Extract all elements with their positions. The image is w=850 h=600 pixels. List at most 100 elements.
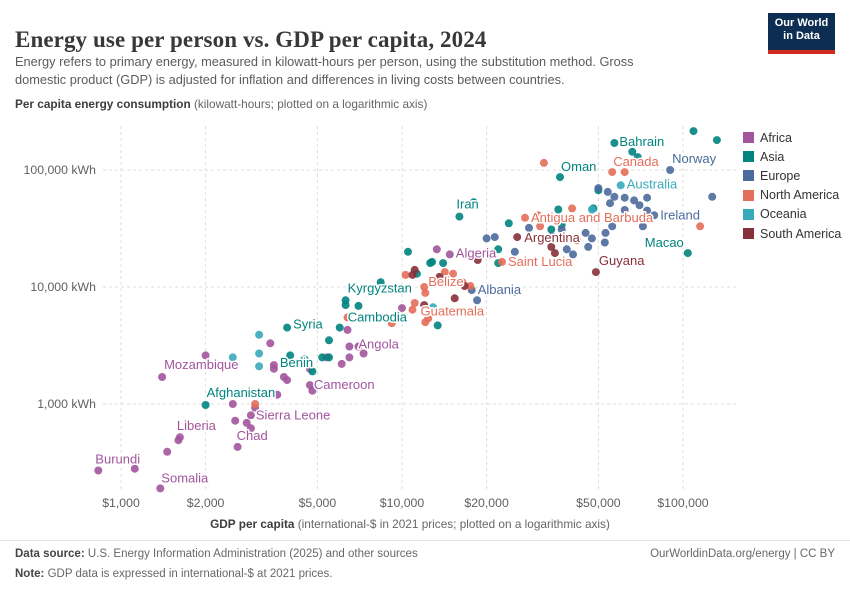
data-point[interactable]	[525, 223, 533, 232]
data-point[interactable]	[439, 259, 448, 268]
data-point[interactable]	[628, 147, 637, 156]
data-point-macao[interactable]	[683, 249, 692, 258]
data-point[interactable]	[510, 287, 519, 296]
data-point[interactable]	[420, 301, 429, 310]
data-point[interactable]	[435, 272, 444, 281]
data-point[interactable]	[547, 242, 556, 251]
data-point[interactable]	[584, 242, 593, 251]
data-point[interactable]	[345, 353, 354, 362]
data-point[interactable]	[440, 268, 449, 277]
data-point-iran[interactable]	[455, 212, 464, 221]
data-point[interactable]	[473, 296, 482, 305]
data-point-australia[interactable]	[616, 181, 625, 190]
data-point[interactable]	[325, 336, 333, 345]
data-point[interactable]	[712, 136, 721, 145]
data-point[interactable]	[242, 418, 251, 427]
data-point[interactable]	[300, 355, 309, 364]
data-point-guyana[interactable]	[591, 268, 600, 277]
data-point[interactable]	[163, 447, 172, 456]
data-point[interactable]	[550, 249, 559, 258]
data-point[interactable]	[587, 205, 596, 214]
data-point-ireland[interactable]	[650, 211, 659, 220]
data-point[interactable]	[547, 225, 556, 234]
data-point[interactable]	[630, 196, 639, 205]
data-point[interactable]	[376, 278, 385, 287]
data-point-cambodia[interactable]	[335, 323, 344, 332]
data-point[interactable]	[482, 234, 491, 243]
data-point[interactable]	[341, 301, 350, 310]
legend-item-north-america[interactable]: North America	[743, 186, 841, 205]
data-point[interactable]	[273, 390, 282, 399]
data-point[interactable]	[426, 259, 435, 268]
data-point[interactable]	[450, 294, 459, 303]
data-point-burundi[interactable]	[94, 466, 103, 475]
data-point[interactable]	[557, 225, 566, 234]
data-point[interactable]	[292, 359, 301, 368]
data-point[interactable]	[608, 222, 617, 231]
data-point[interactable]	[343, 325, 352, 334]
data-point[interactable]	[548, 232, 557, 241]
data-point[interactable]	[251, 400, 260, 408]
data-point[interactable]	[633, 153, 642, 162]
data-point-somalia[interactable]	[156, 484, 165, 493]
data-point[interactable]	[325, 353, 333, 362]
data-point[interactable]	[255, 330, 264, 339]
data-point[interactable]	[708, 192, 717, 201]
data-point[interactable]	[337, 359, 346, 368]
data-point[interactable]	[696, 222, 705, 231]
data-point[interactable]	[573, 236, 582, 245]
data-point-mozambique[interactable]	[158, 373, 167, 381]
data-point[interactable]	[255, 362, 264, 371]
data-point[interactable]	[643, 193, 652, 202]
data-point-canada[interactable]	[608, 168, 617, 177]
data-point[interactable]	[620, 206, 629, 214]
data-point[interactable]	[594, 184, 603, 193]
data-point[interactable]	[387, 319, 396, 328]
data-point[interactable]	[587, 234, 596, 243]
data-point[interactable]	[504, 219, 513, 228]
data-point[interactable]	[266, 339, 275, 348]
data-point[interactable]	[421, 288, 430, 297]
data-point[interactable]	[201, 351, 210, 360]
data-point[interactable]	[643, 206, 652, 215]
owid-logo[interactable]: Our World in Data	[768, 13, 835, 54]
data-point[interactable]	[469, 198, 478, 207]
data-point[interactable]	[318, 353, 327, 362]
data-point[interactable]	[404, 247, 412, 256]
data-point-saint-lucia[interactable]	[498, 257, 506, 266]
data-point[interactable]	[460, 282, 469, 290]
data-point[interactable]	[534, 211, 543, 220]
data-point-chad[interactable]	[233, 442, 242, 451]
data-point[interactable]	[568, 204, 577, 213]
legend-item-south-america[interactable]: South America	[743, 224, 841, 243]
attribution-link[interactable]: OurWorldinData.org/energy | CC BY	[650, 548, 835, 560]
data-point[interactable]	[600, 238, 609, 247]
data-point[interactable]	[548, 213, 557, 222]
data-point[interactable]	[643, 213, 652, 222]
data-point-argentina[interactable]	[513, 233, 522, 242]
data-point[interactable]	[494, 245, 503, 254]
data-point[interactable]	[424, 314, 433, 323]
data-point[interactable]	[569, 250, 577, 259]
data-point-oman[interactable]	[556, 173, 564, 182]
data-point[interactable]	[354, 301, 363, 310]
data-point[interactable]	[429, 303, 438, 312]
data-point[interactable]	[279, 373, 288, 381]
data-point[interactable]	[620, 193, 629, 202]
data-point[interactable]	[231, 416, 240, 425]
data-point[interactable]	[620, 168, 629, 177]
data-point[interactable]	[510, 247, 519, 256]
data-point-syria[interactable]	[283, 323, 292, 332]
data-point[interactable]	[308, 386, 317, 395]
data-point[interactable]	[246, 424, 255, 433]
data-point-sierra-leone[interactable]	[246, 411, 255, 420]
data-point[interactable]	[130, 464, 139, 473]
data-point[interactable]	[269, 364, 278, 373]
data-point[interactable]	[554, 205, 563, 214]
data-point[interactable]	[581, 228, 590, 237]
data-point-angola[interactable]	[345, 342, 354, 351]
data-point-belize[interactable]	[420, 283, 429, 291]
data-point[interactable]	[343, 313, 352, 322]
data-point-norway[interactable]	[666, 166, 675, 174]
data-point[interactable]	[408, 270, 417, 279]
